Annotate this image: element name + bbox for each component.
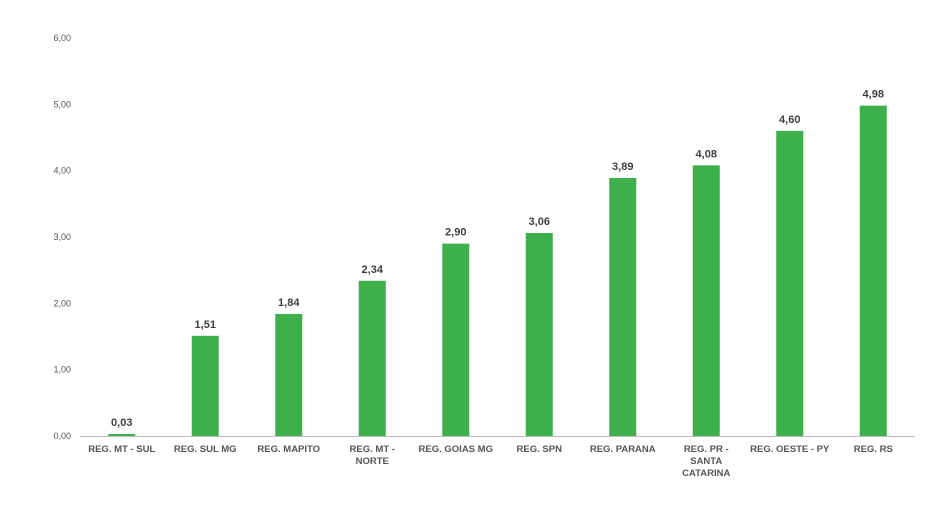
y-tick-label: 3,00 [53,232,71,242]
bars [108,105,887,437]
bar [275,313,303,436]
data-label: 3,06 [529,216,550,228]
x-tick-label: REG. MAPITO [257,444,320,455]
y-tick-label: 6,00 [53,33,71,43]
y-tick-label: 2,00 [53,298,71,308]
y-axis-ticks: 0,00 1,00 2,00 3,00 4,00 5,00 6,00 [53,33,71,441]
data-label: 4,60 [779,114,800,126]
x-tick-label: REG. MT -NORTE [350,444,395,467]
bar [859,105,887,436]
bar [692,165,720,437]
data-label: 1,51 [195,319,216,331]
data-label: 4,08 [696,148,717,160]
x-tick-label: REG. OESTE - PY [750,444,830,455]
y-tick-label: 1,00 [53,365,71,375]
bar [191,335,219,436]
x-tick-label: REG. SPN [517,444,563,455]
y-tick-label: 0,00 [53,431,71,441]
bar [525,233,553,436]
x-tick-label: REG. RS [854,444,893,455]
bar [609,177,637,437]
x-tick-label: REG. PR -SANTA CATARINA [682,444,730,479]
y-tick-label: 5,00 [53,99,71,109]
category-labels: REG. MT - SUL REG. SUL MG REG. MAPITO REG. … [88,444,893,479]
bar [776,130,804,436]
bar [108,434,136,436]
bar [358,280,386,436]
x-tick-label: REG. PARANA [590,444,656,455]
data-label: 3,89 [612,161,633,173]
data-label: 2,34 [362,264,384,276]
x-tick-label: REG. MT - SUL [88,444,155,455]
bar [442,243,470,436]
y-tick-label: 4,00 [53,166,71,176]
data-label: 2,90 [445,227,466,239]
x-tick-label: REG. SUL MG [174,444,237,455]
value-labels: 0,03 1,51 1,84 2,34 2,90 3,06 3,89 4,08 4,60 4,98 [111,89,884,429]
data-label: 1,84 [278,297,300,309]
data-label: 0,03 [111,417,132,429]
x-tick-label: REG. GOIAS MG [419,444,493,455]
data-label: 4,98 [863,89,884,101]
